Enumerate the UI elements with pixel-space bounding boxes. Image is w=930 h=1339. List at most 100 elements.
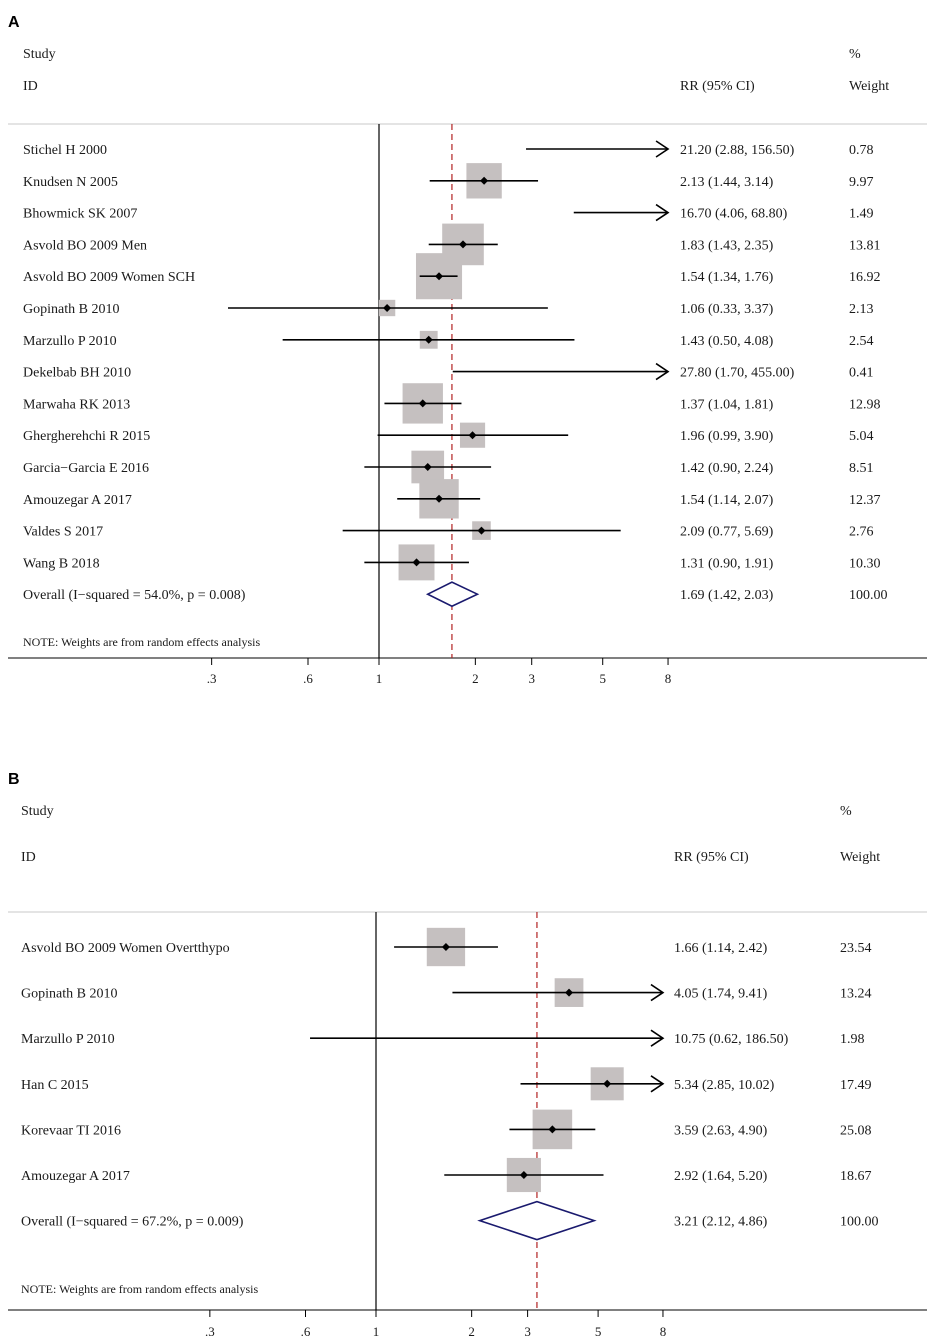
point-estimate <box>468 431 477 440</box>
x-tick-label: 8 <box>660 1324 667 1339</box>
study-weight: 10.30 <box>849 556 881 571</box>
study-ci-text: 1.06 (0.33, 3.37) <box>680 302 774 317</box>
study-label: Garcia−Garcia E 2016 <box>23 461 149 476</box>
study-label: Marzullo P 2010 <box>21 1032 115 1047</box>
study-row: Marzullo P 2010 1.43 (0.50, 4.08) 2.54 <box>23 330 874 349</box>
overall-ci-text: 1.69 (1.42, 2.03) <box>680 588 774 603</box>
x-tick-label: 5 <box>595 1324 602 1339</box>
study-label: Asvold BO 2009 Women SCH <box>23 270 195 285</box>
study-label: Gopinath B 2010 <box>23 302 119 317</box>
study-ci-text: 1.54 (1.34, 1.76) <box>680 270 774 285</box>
study-weight: 2.13 <box>849 302 874 317</box>
overall-label: Overall (I−squared = 67.2%, p = 0.009) <box>21 1215 244 1230</box>
study-row: Garcia−Garcia E 2016 1.42 (0.90, 2.24) 8.5… <box>23 450 874 484</box>
study-ci-text: 2.13 (1.44, 3.14) <box>680 175 774 190</box>
x-tick-label: 2 <box>468 1324 475 1339</box>
ci-arrow-head <box>655 140 670 158</box>
header-percent: % <box>849 47 861 62</box>
study-weight: 9.97 <box>849 175 874 190</box>
study-weight: 0.41 <box>849 366 874 381</box>
x-tick-label: 1 <box>376 671 383 686</box>
study-ci-text: 16.70 (4.06, 68.80) <box>680 207 788 222</box>
point-estimate <box>480 176 489 185</box>
study-weight: 2.54 <box>849 334 874 349</box>
study-ci-text: 21.20 (2.88, 156.50) <box>680 143 795 158</box>
study-weight: 13.81 <box>849 238 881 253</box>
study-weight: 8.51 <box>849 461 874 476</box>
study-label: Asvold BO 2009 Women Overtthypo <box>21 941 230 956</box>
panel-label: A <box>8 14 20 31</box>
study-label: Marwaha RK 2013 <box>23 397 130 412</box>
x-tick-label: 2 <box>472 671 479 686</box>
overall-row: Overall (I−squared = 67.2%, p = 0.009) 3.… <box>21 1200 879 1241</box>
x-tick-label: 1 <box>373 1324 380 1339</box>
x-tick-label: .3 <box>205 1324 215 1339</box>
overall-diamond <box>477 1200 597 1241</box>
study-row: Valdes S 2017 2.09 (0.77, 5.69) 2.76 <box>23 521 874 540</box>
study-row: Marwaha RK 2013 1.37 (1.04, 1.81) 12.98 <box>23 383 881 424</box>
study-ci-text: 1.42 (0.90, 2.24) <box>680 461 774 476</box>
study-row: Bhowmick SK 2007 16.70 (4.06, 68.80) 1.49 <box>23 203 874 222</box>
study-row: Marzullo P 2010 10.75 (0.62, 186.50) 1.98 <box>21 1029 865 1047</box>
study-ci-text: 3.59 (2.63, 4.90) <box>674 1123 768 1138</box>
study-row: Ghergherehchi R 2015 1.96 (0.99, 3.90) 5.0… <box>23 422 874 448</box>
ci-arrow-head <box>650 1029 665 1047</box>
study-label: Marzullo P 2010 <box>23 334 117 349</box>
x-tick-label: .3 <box>207 671 217 686</box>
study-weight: 0.78 <box>849 143 874 158</box>
study-label: Wang B 2018 <box>23 556 100 571</box>
ci-arrow-head <box>655 362 670 381</box>
x-tick-label: .6 <box>303 671 313 686</box>
x-tick-label: .6 <box>301 1324 311 1339</box>
point-estimate <box>548 1125 557 1134</box>
x-tick-label: 8 <box>665 671 672 686</box>
ci-arrow-head <box>650 1075 665 1093</box>
study-weight: 2.76 <box>849 525 874 540</box>
study-row: Asvold BO 2009 Men 1.83 (1.43, 2.35) 13.81 <box>23 223 881 266</box>
study-ci-text: 5.34 (2.85, 10.02) <box>674 1078 775 1093</box>
study-row: Amouzegar A 2017 2.92 (1.64, 5.20) 18.67 <box>21 1157 872 1193</box>
study-ci-text: 1.83 (1.43, 2.35) <box>680 238 774 253</box>
point-estimate <box>435 272 444 281</box>
header-weight: Weight <box>840 850 880 865</box>
study-label: Stichel H 2000 <box>23 143 107 158</box>
header-percent: % <box>840 804 852 819</box>
header-id: ID <box>21 850 36 865</box>
study-label: Han C 2015 <box>21 1078 89 1093</box>
study-ci-text: 2.09 (0.77, 5.69) <box>680 525 774 540</box>
study-weight: 13.24 <box>840 987 872 1002</box>
study-weight: 23.54 <box>840 941 872 956</box>
x-tick-label: 5 <box>599 671 606 686</box>
point-estimate <box>412 558 421 567</box>
study-label: Ghergherehchi R 2015 <box>23 429 150 444</box>
study-weight: 5.04 <box>849 429 874 444</box>
study-weight: 16.92 <box>849 270 881 285</box>
point-estimate <box>441 943 450 951</box>
overall-ci-text: 3.21 (2.12, 4.86) <box>674 1215 768 1230</box>
study-ci-text: 1.66 (1.14, 2.42) <box>674 941 768 956</box>
study-weight: 1.98 <box>840 1032 865 1047</box>
study-row: Knudsen N 2005 2.13 (1.44, 3.14) 9.97 <box>23 163 874 199</box>
study-label: Knudsen N 2005 <box>23 175 118 190</box>
point-estimate <box>435 494 444 503</box>
ci-arrow-head <box>650 983 665 1002</box>
header-study: Study <box>21 804 54 819</box>
study-label: Bhowmick SK 2007 <box>23 207 137 222</box>
overall-weight: 100.00 <box>840 1215 879 1230</box>
panel-a: A Study ID RR (95% CI)% Weight .3 .6 1 2 3 5 8 Stich… <box>8 14 927 686</box>
study-row: Amouzegar A 2017 1.54 (1.14, 2.07) 12.37 <box>23 479 881 519</box>
study-label: Korevaar TI 2016 <box>21 1123 121 1138</box>
overall-row: Overall (I−squared = 54.0%, p = 0.008) 1.… <box>23 581 888 608</box>
footnote: NOTE: Weights are from random effects an… <box>23 635 261 649</box>
study-label: Asvold BO 2009 Men <box>23 238 147 253</box>
panel-b: B Study ID RR (95% CI)% Weight .3 .6 1 2 3 5 8 Asvol… <box>8 771 927 1339</box>
overall-weight: 100.00 <box>849 588 888 603</box>
study-label: Dekelbab BH 2010 <box>23 366 131 381</box>
study-label: Valdes S 2017 <box>23 525 103 540</box>
header-id: ID <box>23 79 38 94</box>
study-weight: 25.08 <box>840 1123 872 1138</box>
study-weight: 18.67 <box>840 1169 872 1184</box>
study-weight: 1.49 <box>849 207 874 222</box>
header-study: Study <box>23 47 56 62</box>
study-row: Asvold BO 2009 Women SCH 1.54 (1.34, 1.76… <box>23 253 881 300</box>
